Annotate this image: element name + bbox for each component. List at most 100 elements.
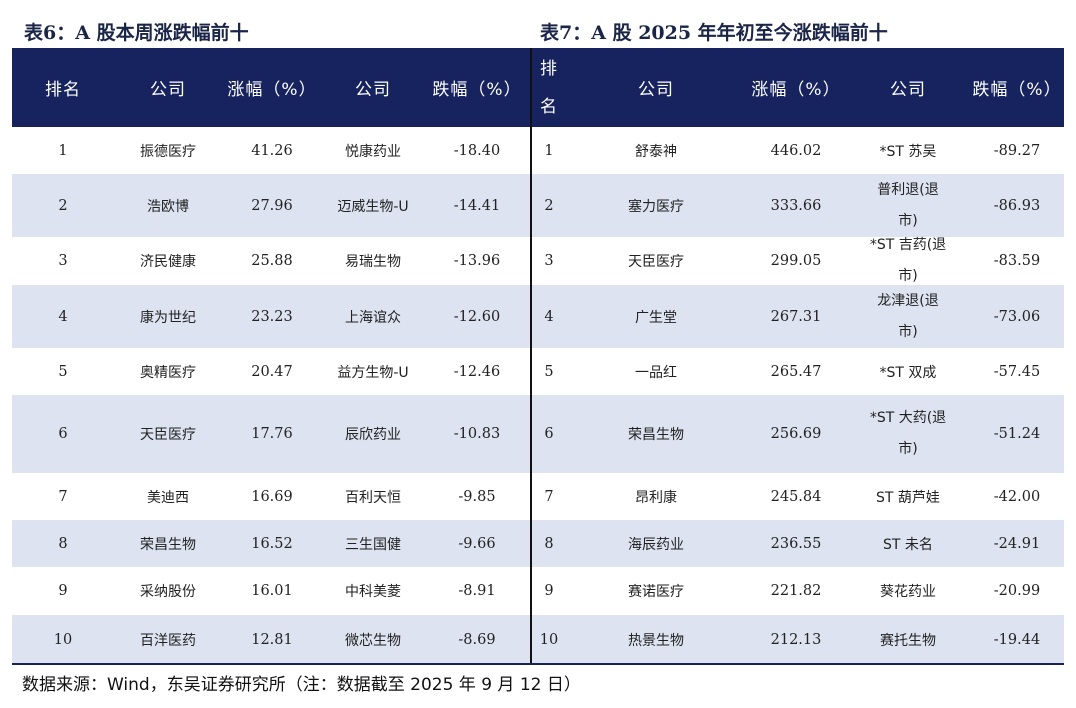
table-cell: 2: [544, 197, 554, 214]
table7: 排名 公司 涨幅（%） 公司 跌幅（%） 1 舒泰神 446.02 *ST 苏吴 -89.27 2…: [532, 48, 1064, 664]
table-cell: -57.45: [993, 363, 1041, 380]
table-cell: 上海谊众: [345, 309, 401, 326]
table-cell: 三生国健: [345, 536, 401, 553]
table7-header-cell: 公司: [638, 80, 674, 100]
table-row: 9 采纳股份 16.01 中科美菱 -8.91: [12, 567, 530, 615]
table7-title: 表7：A 股 2025 年年初至今涨跌幅前十: [540, 22, 888, 44]
table-cell: 荣昌生物: [140, 536, 196, 553]
table-cell: 267.31: [770, 308, 822, 325]
table-row: 10 百洋医药 12.81 微芯生物 -8.69: [12, 615, 530, 664]
table-cell: *ST 吉药(退 市): [846, 237, 970, 285]
table-cell: 6: [58, 426, 68, 442]
table-cell: 245.84: [770, 488, 822, 505]
table-cell: -12.46: [453, 363, 501, 380]
table-cell: 6: [544, 426, 554, 442]
table-row: 2 塞力医疗 333.66 普利退(退市) -86.93: [532, 174, 1064, 237]
table-cell: 4: [544, 308, 554, 325]
table-cell: 16.52: [251, 535, 293, 552]
table-divider: [530, 48, 532, 664]
table-cell: 12.81: [251, 631, 293, 648]
table-row: 5 奥精医疗 20.47 益方生物-U -12.46: [12, 348, 530, 395]
table-cell: 一品红: [635, 364, 677, 381]
table-cell: 辰欣药业: [345, 427, 401, 443]
table-cell: -20.99: [993, 583, 1041, 599]
table-cell: 16.69: [251, 488, 293, 505]
table-cell: 百利天恒: [345, 489, 401, 506]
table-cell: 济民健康: [140, 254, 196, 270]
table-row: 7 昂利康 245.84 ST 葫芦娃 -42.00: [532, 473, 1064, 520]
table-cell: 299.05: [770, 253, 822, 269]
table6-header: 排名 公司 涨幅（%） 公司 跌幅（%）: [12, 48, 530, 127]
table-cell: 龙津退(退 市): [846, 285, 970, 348]
table-cell: 1: [58, 142, 68, 159]
table-bottom-rule: [12, 663, 1064, 665]
header-text-line: 名: [540, 96, 558, 117]
table-cell: 3: [58, 253, 68, 269]
table-cell: 7: [58, 488, 68, 505]
table-cell: 天臣医疗: [140, 427, 196, 443]
table-cell: 41.26: [251, 142, 293, 159]
table-cell: -51.24: [993, 426, 1041, 442]
table-cell: 333.66: [770, 197, 822, 214]
table-cell: -9.66: [458, 535, 496, 552]
table-cell: 3: [544, 253, 554, 269]
table-row: 5 一品红 265.47 *ST 双成 -57.45: [532, 348, 1064, 395]
table-cell: -12.60: [453, 308, 501, 325]
table-cell: 8: [58, 535, 68, 552]
cell-text-line: *ST 吉药(退: [869, 237, 947, 253]
cell-text-line: 市): [898, 212, 918, 229]
table-cell: 7: [544, 488, 554, 505]
table6-header-cell: 跌幅（%）: [432, 80, 522, 100]
table-cell: *ST 双成: [879, 364, 937, 381]
table-cell: -14.41: [453, 197, 501, 214]
table-cell: 采纳股份: [140, 584, 196, 600]
table-cell: *ST 苏吴: [879, 143, 937, 160]
table-cell: 4: [58, 308, 68, 325]
table-cell: 葵花药业: [880, 584, 936, 600]
table-cell: 荣昌生物: [628, 427, 684, 443]
table-cell: 236.55: [770, 535, 822, 552]
table-cell: 塞力医疗: [628, 198, 684, 215]
table-cell: 奥精医疗: [140, 364, 196, 381]
table-cell: 20.47: [251, 363, 293, 380]
cell-text-line: 普利退(退: [877, 181, 939, 198]
table-cell: 海辰药业: [628, 536, 684, 553]
table-row: 9 赛诺医疗 221.82 葵花药业 -20.99: [532, 567, 1064, 615]
table-row: 2 浩欧博 27.96 迈威生物-U -14.41: [12, 174, 530, 237]
table-row: 3 济民健康 25.88 易瑞生物 -13.96: [12, 237, 530, 285]
table-cell: 百洋医药: [140, 632, 196, 649]
cell-text-line: 市): [898, 441, 918, 457]
table-cell: -19.44: [993, 631, 1041, 648]
table-cell: 广生堂: [635, 309, 677, 326]
table-cell: 易瑞生物: [345, 254, 401, 270]
table-row: 6 天臣医疗 17.76 辰欣药业 -10.83: [12, 395, 530, 473]
table-cell: 256.69: [770, 426, 822, 442]
table-row: 4 广生堂 267.31 龙津退(退 市) -73.06: [532, 285, 1064, 348]
table-cell: 9: [58, 583, 68, 599]
table-cell: 迈威生物-U: [337, 198, 409, 215]
table-cell: 446.02: [770, 142, 822, 159]
table-cell: -42.00: [993, 488, 1041, 505]
table-cell: -13.96: [453, 253, 501, 269]
table-cell: 赛托生物: [880, 632, 936, 649]
table-cell: 221.82: [770, 583, 822, 599]
table-cell: -8.69: [458, 631, 496, 648]
table6-header-cell: 涨幅（%）: [227, 80, 317, 100]
table6-header-cell: 公司: [355, 80, 391, 100]
cell-text-line: 市): [898, 268, 918, 284]
table-row: 8 海辰药业 236.55 ST 未名 -24.91: [532, 520, 1064, 567]
table-row: 1 振德医疗 41.26 悦康药业 -18.40: [12, 127, 530, 174]
table-cell: -8.91: [458, 583, 496, 599]
table-cell: -18.40: [453, 142, 501, 159]
table-cell: -86.93: [993, 197, 1041, 214]
table7-header-cell: 排名: [532, 48, 566, 127]
table-cell: 中科美菱: [345, 584, 401, 600]
table-cell: ST 未名: [883, 536, 933, 553]
table-cell: 益方生物-U: [337, 364, 409, 381]
table7-header-cell: 涨幅（%）: [751, 80, 841, 100]
table-cell: 美迪西: [147, 489, 189, 506]
table-cell: 10: [539, 631, 559, 648]
cell-text-line: 龙津退(退: [877, 292, 939, 309]
table-cell: -9.85: [458, 488, 496, 505]
table-cell: -89.27: [993, 142, 1041, 159]
